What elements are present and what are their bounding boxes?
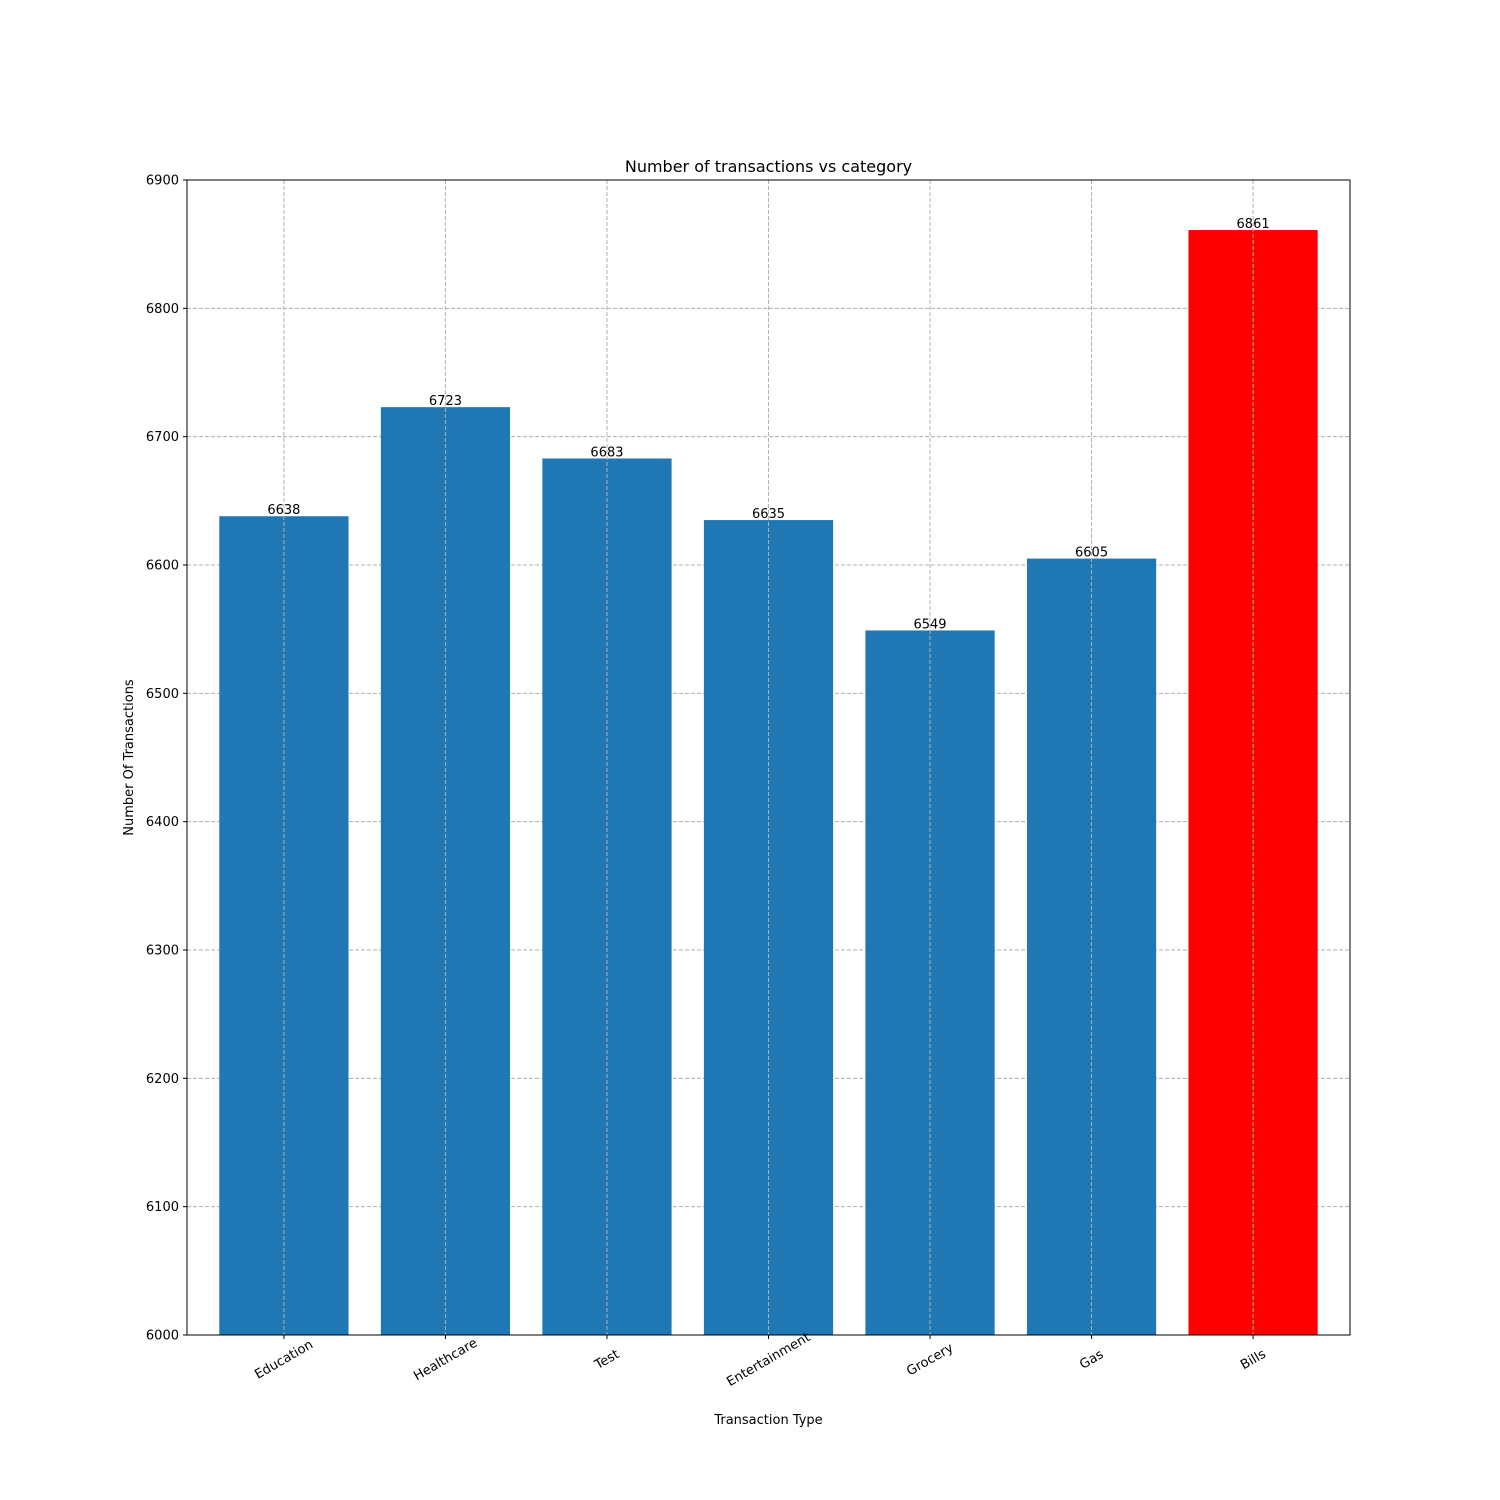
y-tick-label: 6100	[146, 1200, 179, 1215]
y-tick-label: 6900	[146, 174, 179, 189]
x-tick-label: Test	[592, 1347, 623, 1373]
y-tick-label: 6700	[146, 430, 179, 445]
vertical-grid-lines	[283, 180, 1254, 1335]
x-tick-label: Grocery	[904, 1341, 956, 1380]
y-tick-label: 6000	[146, 1329, 179, 1344]
y-tick-label: 6500	[146, 687, 179, 702]
y-tick-label: 6300	[146, 944, 179, 959]
x-tick-label: Gas	[1077, 1347, 1106, 1373]
bar-grocery	[865, 630, 995, 1335]
chart-title: Number of transactions vs category	[625, 157, 912, 176]
data-label: 6549	[913, 617, 946, 632]
y-tick-label: 6800	[146, 302, 179, 317]
data-label: 6605	[1075, 546, 1108, 561]
x-axis-title: Transaction Type	[713, 1413, 822, 1428]
y-tick-label: 6600	[146, 559, 179, 574]
data-label: 6683	[590, 445, 623, 460]
x-tick-label: Entertainment	[724, 1330, 813, 1390]
y-axis-title: Number Of Transactions	[122, 679, 137, 836]
data-labels: 6638 6723 6683 6635 6549 6605 6861	[267, 217, 1269, 632]
y-axis: 6000 6100 6200 6300 6400 6500 6600 6700 6800 6900	[146, 174, 187, 1344]
data-label: 6638	[267, 503, 300, 518]
x-tick-label: Healthcare	[411, 1336, 480, 1384]
data-label: 6723	[429, 394, 462, 409]
x-tick-label: Bills	[1238, 1347, 1269, 1373]
data-label: 6861	[1237, 217, 1270, 232]
data-label: 6635	[752, 507, 785, 522]
x-tick-label: Education	[252, 1337, 316, 1382]
y-tick-label: 6400	[146, 815, 179, 830]
y-tick-label: 6200	[146, 1072, 179, 1087]
x-axis: Education Healthcare Test Entertainment Groc…	[252, 1330, 1268, 1390]
